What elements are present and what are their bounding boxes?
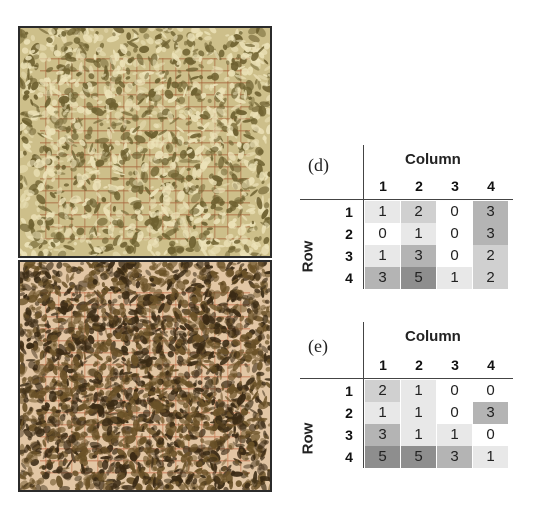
table-cell: 2: [473, 245, 508, 267]
table-cell: 1: [401, 380, 436, 402]
table-cell: 2: [473, 267, 508, 289]
row-header: 3: [345, 248, 353, 264]
row-header: 2: [345, 405, 353, 421]
row-header: 3: [345, 427, 353, 443]
micrograph-bottom: [18, 260, 272, 492]
row-header: 4: [345, 270, 353, 286]
column-header: 4: [487, 357, 495, 373]
column-header: 2: [415, 357, 423, 373]
table-cell: 1: [365, 245, 400, 267]
micrograph-top-image: [20, 28, 270, 256]
table-cell: 1: [473, 446, 508, 468]
table-cell: 3: [473, 402, 508, 424]
table-cell: 2: [365, 380, 400, 402]
table-cell: 1: [365, 402, 400, 424]
micrograph-bottom-image: [20, 262, 270, 490]
table-cell: 0: [437, 245, 472, 267]
table-cell: 3: [401, 245, 436, 267]
table-cell: 3: [473, 201, 508, 223]
column-header: 1: [379, 357, 387, 373]
table-cell: 5: [401, 446, 436, 468]
table-cell: 3: [365, 267, 400, 289]
table-divider-horizontal: [300, 199, 513, 200]
row-title: Row: [299, 422, 317, 455]
table-cell: 5: [365, 446, 400, 468]
table-cell: 3: [437, 446, 472, 468]
column-header: 3: [451, 178, 459, 194]
row-title: Row: [299, 240, 317, 273]
table-cell: 1: [437, 424, 472, 446]
column-header: 3: [451, 357, 459, 373]
table-cell: 2: [401, 201, 436, 223]
column-title: Column: [405, 328, 461, 345]
table-cell: 1: [401, 424, 436, 446]
column-title: Column: [405, 151, 461, 168]
column-header: 1: [379, 178, 387, 194]
panel-label: (e): [308, 336, 328, 356]
panel-label: (d): [308, 155, 329, 175]
row-header: 2: [345, 226, 353, 242]
table-cell: 3: [365, 424, 400, 446]
row-header: 1: [345, 383, 353, 399]
table-cell: 0: [473, 424, 508, 446]
table-cell: 0: [437, 223, 472, 245]
row-header: 1: [345, 204, 353, 220]
table-cell: 1: [365, 201, 400, 223]
table-divider-vertical: [363, 145, 364, 289]
table-cell: 0: [365, 223, 400, 245]
table-cell: 1: [437, 267, 472, 289]
table-cell: 0: [437, 380, 472, 402]
column-header: 4: [487, 178, 495, 194]
table-divider-vertical: [363, 322, 364, 468]
table-cell: 0: [437, 402, 472, 424]
table-cell: 1: [401, 402, 436, 424]
micrograph-top: [18, 26, 272, 258]
row-header: 4: [345, 449, 353, 465]
table-cell: 0: [473, 380, 508, 402]
table-cell: 3: [473, 223, 508, 245]
table-cell: 1: [401, 223, 436, 245]
table-divider-horizontal: [300, 378, 513, 379]
column-header: 2: [415, 178, 423, 194]
table-cell: 5: [401, 267, 436, 289]
table-cell: 0: [437, 201, 472, 223]
